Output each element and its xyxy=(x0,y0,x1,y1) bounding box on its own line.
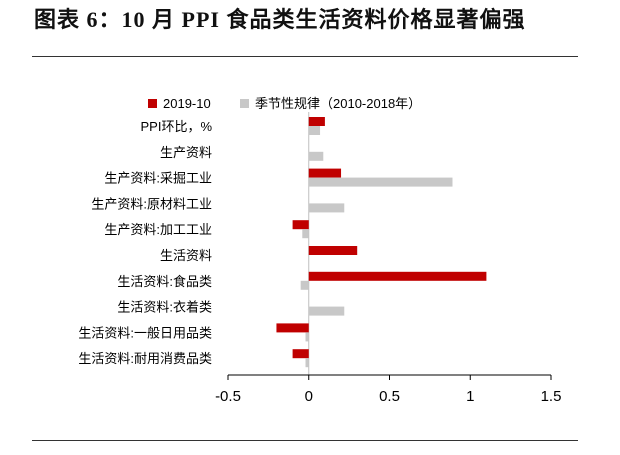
bottom-divider xyxy=(32,440,578,441)
bar-seasonal xyxy=(308,203,345,213)
legend-label-2: 季节性规律（2010-2018年） xyxy=(255,96,421,111)
chart-title: 图表 6：10 月 PPI 食品类生活资料价格显著偏强 xyxy=(34,7,526,32)
bar-seasonal xyxy=(302,229,309,239)
bar-seasonal xyxy=(308,306,345,316)
bar-seasonal xyxy=(305,358,309,368)
bar-current xyxy=(308,168,342,178)
category-label: 生产资料 xyxy=(160,145,212,160)
bar-current xyxy=(292,349,309,359)
x-tick-label: 1.5 xyxy=(541,388,562,405)
legend-swatch-1 xyxy=(148,99,157,108)
bar-current xyxy=(308,117,325,126)
category-label: 生产资料:加工工业 xyxy=(104,222,212,237)
category-label: PPI环比，% xyxy=(140,119,212,134)
x-tick-label: 1 xyxy=(466,388,474,405)
legend-swatch-2 xyxy=(240,99,249,108)
bar-seasonal xyxy=(308,177,453,187)
category-label: 生活资料:衣着类 xyxy=(117,300,212,315)
category-label: 生活资料:一般日用品类 xyxy=(78,325,212,340)
category-label: 生产资料:原材料工业 xyxy=(91,196,212,211)
category-label: 生活资料 xyxy=(160,248,212,263)
bar-seasonal xyxy=(308,151,324,161)
top-divider xyxy=(32,56,578,57)
category-label: 生产资料:采掘工业 xyxy=(104,171,212,186)
category-label: 生活资料:食品类 xyxy=(117,274,212,289)
bar-current xyxy=(276,323,309,333)
bar-seasonal xyxy=(300,280,309,290)
x-tick-label: 0.5 xyxy=(379,388,400,405)
bar-seasonal xyxy=(308,126,321,135)
bar-current xyxy=(308,246,358,255)
bar-current xyxy=(308,271,487,281)
bar-seasonal xyxy=(305,332,309,342)
bar-current xyxy=(292,220,309,230)
x-tick-label: -0.5 xyxy=(215,388,241,405)
legend-label-1: 2019-10 xyxy=(163,96,211,111)
category-label: 生活资料:耐用消费品类 xyxy=(78,351,212,366)
x-tick-label: 0 xyxy=(305,388,313,405)
